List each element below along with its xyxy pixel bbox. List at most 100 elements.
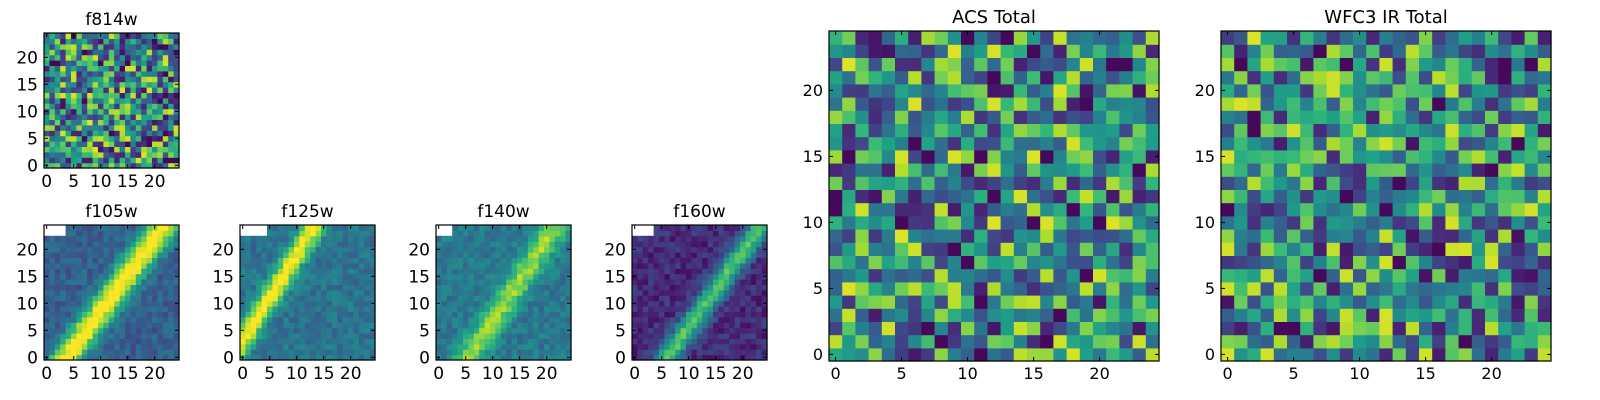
heatmap-cell — [1273, 321, 1288, 336]
heatmap-cell — [517, 246, 523, 253]
heatmap-cell — [642, 306, 649, 312]
heatmap-cell — [54, 316, 61, 323]
heatmap-cell — [452, 284, 459, 291]
heatmap-cell — [490, 322, 496, 329]
heatmap-cell — [934, 163, 949, 177]
heatmap-cell — [1066, 281, 1081, 296]
heatmap-cell — [1247, 136, 1262, 151]
heatmap-cell — [65, 146, 72, 153]
heatmap-cell — [288, 225, 295, 231]
heatmap-cell — [125, 322, 131, 329]
heatmap-cell — [103, 306, 110, 312]
heatmap-cell — [1405, 334, 1420, 349]
heatmap-cell — [1260, 176, 1275, 190]
heatmap-cell — [1313, 268, 1328, 283]
heatmap-cell — [702, 257, 709, 264]
heatmap-cell — [740, 252, 746, 258]
heatmap-cell — [168, 273, 175, 280]
heatmap-cell — [358, 246, 365, 253]
heatmap-cell — [729, 322, 736, 329]
heatmap-cell — [506, 257, 513, 264]
heatmap-cell — [141, 92, 148, 99]
heatmap-cell — [272, 230, 279, 237]
heatmap-cell — [511, 241, 518, 248]
heatmap-cell — [369, 306, 376, 312]
heatmap-cell — [718, 268, 725, 275]
heatmap-cell — [358, 343, 365, 350]
heatmap-cell — [44, 97, 50, 104]
heatmap-cell — [1366, 123, 1380, 138]
heatmap-cell — [868, 255, 883, 270]
heatmap-cell — [669, 306, 676, 312]
heatmap-cell — [1537, 229, 1552, 243]
heatmap-cell — [533, 333, 540, 339]
heatmap-cell — [463, 262, 469, 269]
heatmap-cell — [457, 268, 464, 275]
heatmap-cell — [326, 230, 333, 237]
heatmap-cell — [1300, 44, 1314, 58]
heatmap-cell — [267, 327, 273, 334]
heatmap-cell — [261, 327, 268, 334]
heatmap-cell — [691, 343, 698, 350]
heatmap-cell — [168, 81, 175, 88]
heatmap-cell — [707, 246, 714, 253]
heatmap-cell — [272, 257, 279, 264]
heatmap-cell — [1221, 242, 1235, 256]
heatmap-cell — [1093, 242, 1107, 256]
heatmap-cell — [1119, 189, 1134, 204]
heatmap-cell — [294, 252, 300, 258]
heatmap-cell — [277, 268, 284, 275]
heatmap-cell — [304, 230, 311, 237]
heatmap-cell — [326, 300, 333, 307]
heatmap-cell — [947, 110, 962, 124]
heatmap-cell — [1287, 189, 1301, 204]
heatmap-cell — [146, 33, 153, 39]
heatmap-cell — [987, 215, 1002, 230]
heatmap-cell — [538, 349, 545, 356]
heatmap-cell — [1287, 295, 1301, 309]
heatmap-cell — [1537, 44, 1552, 58]
heatmap-cell — [463, 327, 469, 334]
heatmap-cell — [54, 289, 61, 296]
heatmap-cell — [463, 252, 469, 258]
heatmap-cell — [1079, 255, 1094, 270]
heatmap-cell — [452, 354, 459, 361]
heatmap-cell — [713, 262, 719, 269]
heatmap-cell — [1093, 215, 1107, 230]
heatmap-cell — [315, 349, 322, 356]
heatmap-cell — [114, 349, 121, 356]
heatmap-cell — [1273, 31, 1288, 45]
heatmap-cell — [256, 354, 263, 361]
heatmap-cell — [152, 49, 158, 56]
heatmap-cell — [1053, 295, 1068, 309]
heatmap-cell — [168, 354, 175, 361]
heatmap-cell — [842, 321, 856, 336]
heatmap-cell — [65, 333, 72, 339]
heatmap-cell — [162, 257, 169, 264]
heatmap-cell — [240, 268, 246, 275]
heatmap-cell — [1419, 268, 1433, 283]
heatmap-cell — [326, 306, 333, 312]
heatmap-cell — [511, 279, 518, 285]
heatmap-cell — [108, 103, 115, 110]
heatmap-cell — [1066, 268, 1081, 283]
heatmap-cell — [315, 316, 322, 323]
heatmap-cell — [337, 246, 344, 253]
heatmap-cell — [761, 279, 768, 285]
y-tick-label: 10 — [16, 102, 38, 122]
heatmap-cell — [103, 162, 110, 169]
heatmap-cell — [71, 257, 77, 264]
heatmap-cell — [527, 295, 534, 302]
heatmap-cell — [245, 284, 252, 291]
heatmap-cell — [895, 44, 909, 58]
heatmap-cell — [707, 354, 714, 361]
heatmap-cell — [119, 135, 126, 142]
heatmap-cell — [60, 70, 67, 77]
heatmap-cell — [54, 246, 61, 253]
heatmap-cell — [1313, 189, 1328, 204]
heatmap-cell — [713, 246, 719, 253]
heatmap-cell — [135, 246, 142, 253]
heatmap-cell — [457, 289, 464, 296]
heatmap-cell — [1326, 347, 1341, 362]
heatmap-cell — [642, 349, 649, 356]
